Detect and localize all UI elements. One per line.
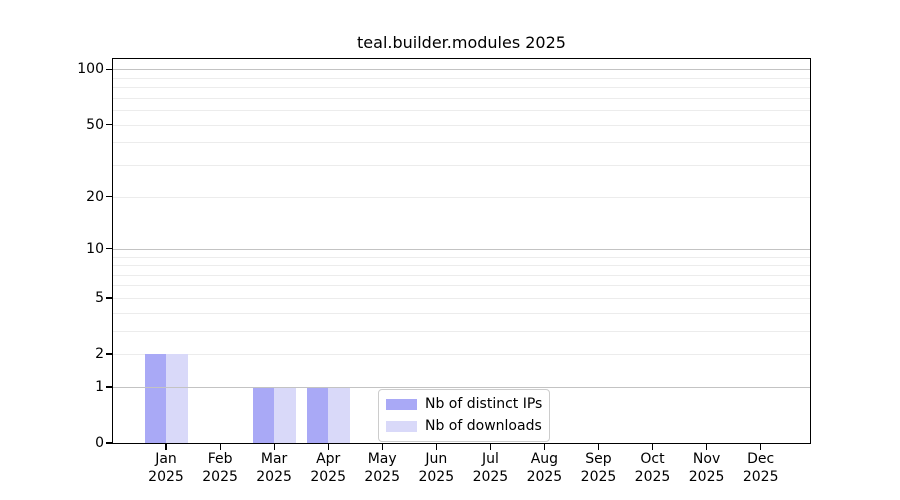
x-tick-label-Jul: Jul 2025 — [454, 450, 526, 486]
gridline-8 — [113, 265, 810, 267]
y-tick-label-5: 5 — [95, 289, 104, 306]
bar-downloads-Apr — [328, 386, 350, 443]
x-tick-Apr — [327, 444, 329, 450]
y-tick-label-50: 50 — [86, 116, 104, 133]
x-label-year: 2025 — [472, 469, 509, 485]
y-tick-label-0: 0 — [95, 435, 104, 451]
gridline-60 — [113, 110, 810, 112]
x-tick-label-Apr: Apr 2025 — [292, 450, 364, 486]
gridline-70 — [113, 97, 810, 99]
x-tick-Mar — [273, 444, 275, 450]
gridline-30 — [113, 164, 810, 166]
plot-area: Nb of distinct IPs Nb of downloads — [112, 58, 811, 444]
y-tick-2 — [106, 353, 112, 355]
bar-downloads-Jan — [166, 354, 188, 443]
y-tick-5 — [106, 297, 112, 299]
x-label-month: Nov — [692, 451, 721, 467]
x-tick-label-Mar: Mar 2025 — [238, 450, 310, 486]
x-tick-Dec — [760, 444, 762, 450]
gridline-2 — [113, 354, 810, 355]
x-label-year: 2025 — [148, 469, 184, 485]
gridline-5 — [113, 297, 810, 299]
x-tick-Aug — [543, 444, 546, 450]
bar-downloads-Mar — [274, 386, 296, 443]
gridline-4 — [113, 312, 810, 314]
x-label-month: Dec — [747, 451, 775, 467]
x-label-month: Feb — [207, 451, 233, 467]
legend-swatch-downloads-icon — [386, 421, 417, 432]
x-label-year: 2025 — [634, 469, 671, 485]
y-tick-20 — [106, 195, 112, 198]
x-label-month: Aug — [530, 451, 559, 467]
y-tick-10 — [106, 248, 112, 250]
gridline-40 — [113, 142, 810, 144]
legend-item-distinct-ips: Nb of distinct IPs — [386, 396, 542, 413]
x-label-month: Jun — [425, 451, 448, 467]
gridline-9 — [113, 256, 810, 258]
chart-title: teal.builder.modules 2025 — [357, 33, 566, 52]
y-tick-label-2: 2 — [95, 346, 104, 362]
gridline-6 — [113, 285, 810, 287]
x-tick-label-Sep: Sep 2025 — [563, 450, 635, 486]
x-tick-Feb — [219, 444, 221, 450]
x-tick-label-Jan: Jan 2025 — [130, 450, 202, 486]
x-label-month: Jan — [155, 451, 177, 467]
x-label-month: Mar — [260, 451, 288, 467]
x-tick-Nov — [706, 444, 708, 450]
y-tick-label-1: 1 — [95, 378, 104, 395]
y-tick-100 — [106, 68, 112, 70]
gridline-3 — [113, 330, 810, 332]
x-label-year: 2025 — [742, 469, 779, 485]
gridline-major-10 — [113, 248, 810, 250]
x-label-year: 2025 — [256, 469, 292, 485]
x-label-year: 2025 — [310, 469, 346, 485]
x-tick-label-Jun: Jun 2025 — [400, 450, 472, 486]
legend-label-downloads: Nb of downloads — [425, 418, 542, 434]
x-tick-Jan — [165, 444, 167, 450]
x-label-year: 2025 — [526, 469, 563, 485]
x-tick-Oct — [651, 444, 654, 450]
x-tick-label-Feb: Feb 2025 — [184, 450, 256, 486]
x-label-month: Jul — [481, 451, 499, 467]
gridline-50 — [113, 124, 810, 126]
legend-swatch-distinct-ips-icon — [386, 399, 417, 410]
bar-distinct-ips-Mar — [252, 386, 275, 443]
legend-item-downloads: Nb of downloads — [386, 418, 542, 435]
y-tick-label-10: 10 — [86, 240, 104, 257]
x-tick-Sep — [597, 444, 600, 450]
gridline-20 — [113, 196, 810, 198]
x-tick-label-May: May 2025 — [346, 450, 418, 486]
x-label-month: May — [367, 451, 397, 467]
gridline-major-1 — [113, 386, 810, 388]
y-tick-50 — [106, 124, 112, 126]
x-tick-Jul — [489, 444, 492, 450]
legend: Nb of distinct IPs Nb of downloads — [378, 389, 551, 442]
legend-label-distinct-ips: Nb of distinct IPs — [425, 396, 543, 412]
x-tick-label-Nov: Nov 2025 — [671, 450, 743, 486]
bar-distinct-ips-Jan — [144, 354, 166, 443]
x-label-year: 2025 — [688, 469, 725, 485]
gridline-major-100 — [113, 69, 810, 71]
x-tick-label-Aug: Aug 2025 — [508, 450, 580, 486]
bar-distinct-ips-Apr — [306, 386, 329, 443]
y-tick-label-100: 100 — [77, 61, 104, 78]
x-label-month: Sep — [585, 451, 612, 467]
x-label-year: 2025 — [202, 469, 238, 485]
x-tick-Jun — [435, 444, 437, 450]
gridline-90 — [113, 77, 810, 79]
x-tick-May — [381, 444, 383, 450]
x-label-month: Apr — [316, 451, 341, 467]
x-label-month: Oct — [640, 451, 665, 467]
y-tick-0 — [106, 442, 112, 444]
x-label-year: 2025 — [580, 469, 617, 485]
y-tick-1 — [106, 386, 112, 388]
x-tick-label-Oct: Oct 2025 — [617, 450, 689, 486]
y-tick-label-20: 20 — [86, 188, 104, 205]
x-label-year: 2025 — [364, 469, 400, 485]
x-tick-label-Dec: Dec 2025 — [725, 450, 797, 486]
gridline-80 — [113, 87, 810, 89]
gridline-7 — [113, 274, 810, 276]
x-label-year: 2025 — [418, 469, 455, 485]
